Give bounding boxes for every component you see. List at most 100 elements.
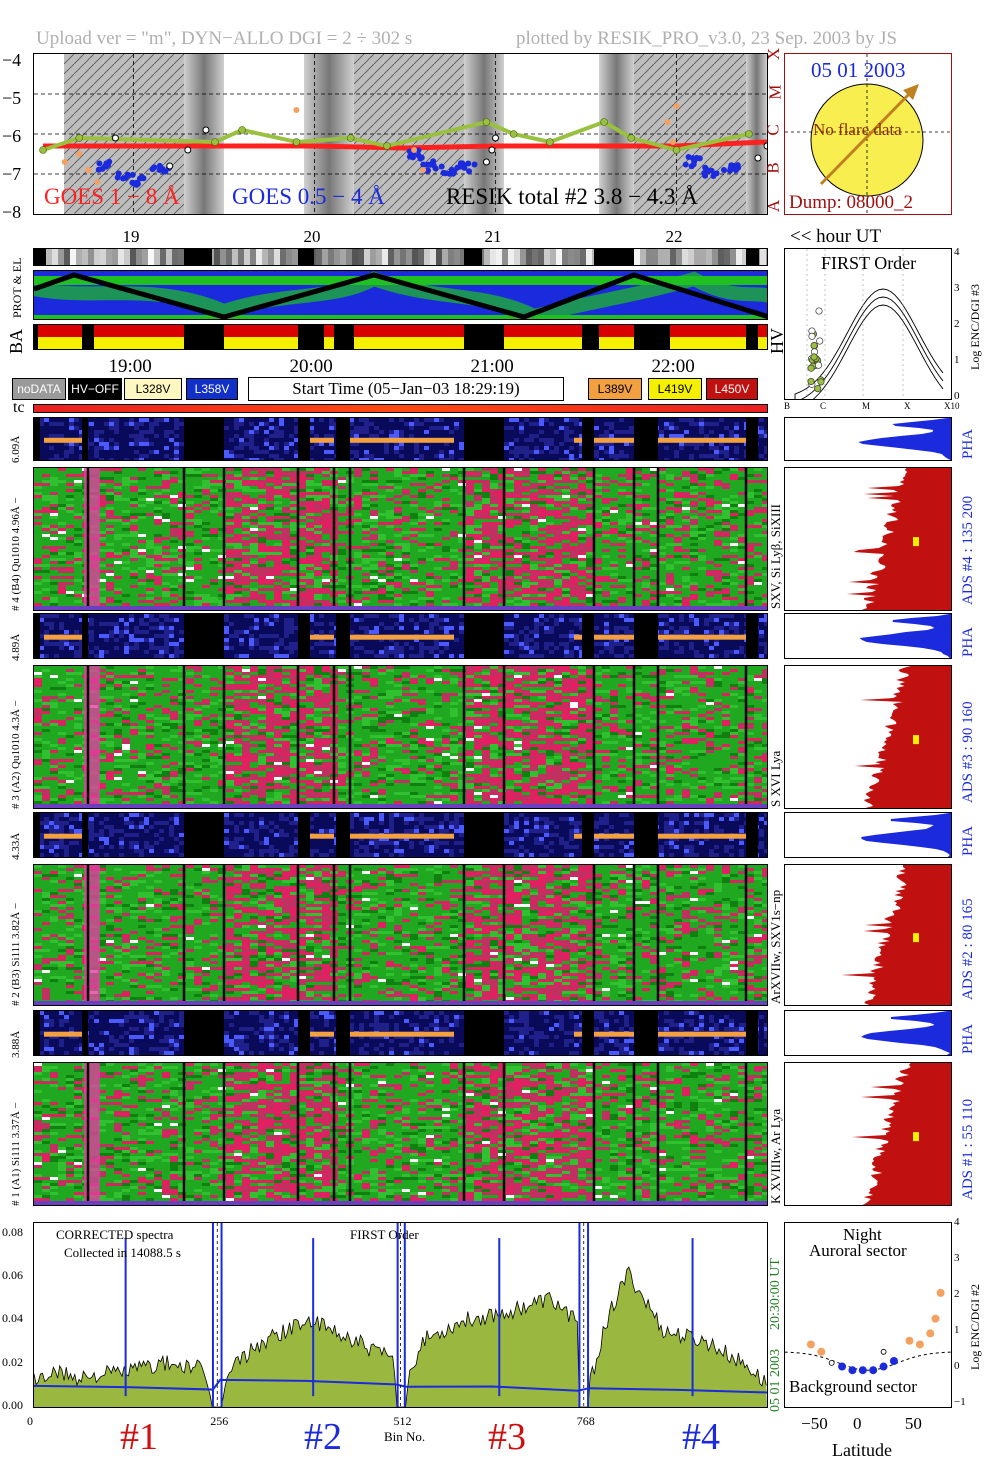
heatmap-cell	[298, 510, 306, 513]
heatmap-cell	[146, 486, 154, 489]
heatmap-cell	[602, 480, 610, 483]
heatmap-cell	[554, 489, 562, 492]
heatmap-cell	[146, 576, 154, 579]
heatmap-cell	[130, 558, 138, 561]
heatmap-cell	[522, 501, 530, 504]
heatmap-cell	[410, 567, 418, 570]
heatmap-cell	[58, 564, 66, 567]
heatmap-cell	[530, 525, 538, 528]
heatmap-cell	[42, 579, 50, 582]
heatmap-cell	[690, 501, 698, 504]
pha-cell	[49, 434, 54, 438]
heatmap-cell	[154, 543, 162, 546]
heatmap-cell	[226, 516, 234, 519]
orbit-track	[34, 272, 767, 319]
pha-cell	[254, 450, 259, 454]
pha-cell	[734, 450, 739, 454]
heatmap-cell	[106, 504, 114, 507]
heatmap-cell	[106, 519, 114, 522]
heatmap-cell	[762, 477, 767, 480]
pha-cell	[554, 446, 559, 450]
heatmap-cell	[410, 501, 418, 504]
heatmap-cell	[610, 495, 618, 498]
heatmap-cell	[298, 573, 306, 576]
heatmap-cell	[562, 579, 570, 582]
heatmap-cell	[554, 582, 562, 585]
heatmap-cell	[410, 531, 418, 534]
heatmap-cell	[362, 537, 370, 540]
heatmap-cell	[402, 483, 410, 486]
pha-cell	[434, 426, 439, 430]
pha-gap	[336, 418, 350, 460]
heatmap-cell	[730, 477, 738, 480]
heatmap-cell	[538, 525, 546, 528]
pha-cell	[759, 426, 764, 430]
hour-unit-label: << hour UT	[790, 226, 881, 248]
heatmap-cell	[34, 582, 42, 585]
heatmap-cell	[666, 504, 674, 507]
heatmap-cell	[162, 540, 170, 543]
heatmap-cell	[258, 468, 266, 471]
heatmap-cell	[618, 468, 626, 471]
heatmap-cell	[250, 588, 258, 591]
heatmap-cell	[666, 594, 674, 597]
heatmap-cell	[74, 537, 82, 540]
heatmap-cell	[242, 558, 250, 561]
heatmap-cell	[266, 534, 274, 537]
pha-cell	[239, 418, 244, 422]
heatmap-cell	[362, 483, 370, 486]
heatmap-cell	[426, 588, 434, 591]
heatmap-cell	[218, 471, 226, 474]
heatmap-cell	[106, 597, 114, 600]
heatmap-cell	[74, 492, 82, 495]
heatmap-cell	[114, 591, 122, 594]
heatmap-cell	[322, 591, 330, 594]
pha-cell	[664, 446, 669, 450]
heatmap-cell	[642, 525, 650, 528]
prot-strip-cell	[112, 249, 118, 265]
heatmap-cell	[762, 528, 767, 531]
heatmap-cell	[634, 510, 642, 513]
heatmap-cell	[394, 480, 402, 483]
heatmap-cell	[74, 495, 82, 498]
heatmap-cell	[282, 558, 290, 561]
heatmap-cell	[666, 471, 674, 474]
heatmap-cell	[234, 471, 242, 474]
heatmap-cell	[378, 483, 386, 486]
heatmap-cell	[602, 501, 610, 504]
goes-orange-point	[664, 119, 671, 125]
heatmap-cell	[426, 591, 434, 594]
heatmap-cell	[546, 579, 554, 582]
heatmap-cell	[530, 540, 538, 543]
heatmap-cell	[634, 498, 642, 501]
heatmap-cell	[570, 567, 578, 570]
heatmap-cell	[274, 528, 282, 531]
heatmap-cell	[234, 555, 242, 558]
heatmap-cell	[186, 468, 194, 471]
heatmap-cell	[50, 531, 58, 534]
heatmap-cell	[642, 555, 650, 558]
heatmap-cell	[634, 528, 642, 531]
heatmap-cell	[762, 567, 767, 570]
heatmap-cell	[610, 534, 618, 537]
heatmap-cell	[578, 519, 586, 522]
heatmap-cell	[298, 498, 306, 501]
heatmap-cell	[194, 483, 202, 486]
heatmap-cell	[130, 594, 138, 597]
heatmap-cell	[138, 585, 146, 588]
heatmap-cell	[722, 513, 730, 516]
heatmap-cell	[466, 504, 474, 507]
heatmap-cell	[746, 528, 754, 531]
pha-cell	[684, 442, 689, 446]
heatmap-cell	[506, 534, 514, 537]
heatmap-cell	[218, 513, 226, 516]
heatmap-cell	[58, 555, 66, 558]
heatmap-cell	[218, 573, 226, 576]
heatmap-cell	[178, 468, 186, 471]
prot-strip-cell	[382, 249, 388, 265]
heatmap-cell	[266, 531, 274, 534]
heatmap-cell	[34, 534, 42, 537]
heatmap-cell	[210, 555, 218, 558]
heatmap-cell	[66, 573, 74, 576]
pha-cell	[224, 454, 229, 458]
